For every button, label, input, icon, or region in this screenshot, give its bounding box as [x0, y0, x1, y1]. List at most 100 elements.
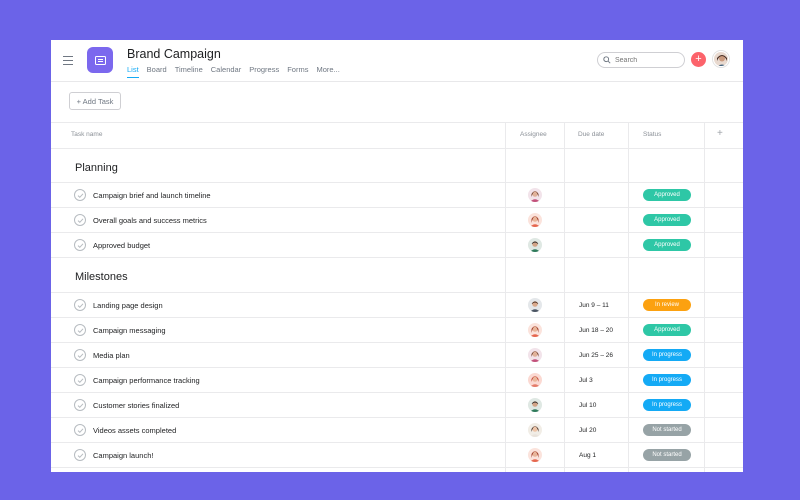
status-badge[interactable]: In progress: [643, 374, 691, 386]
column-divider: [704, 122, 705, 472]
due-date[interactable]: Jun 9 – 11: [579, 301, 609, 309]
search-input[interactable]: [615, 56, 677, 64]
due-date[interactable]: Jul 20: [579, 426, 597, 434]
table-row[interactable]: Campaign performance tracking Jul 3 In p…: [51, 368, 743, 393]
task-name[interactable]: Overall goals and success metrics: [93, 216, 207, 225]
assignee-avatar[interactable]: [528, 423, 542, 437]
column-header-assignee[interactable]: Assignee: [520, 131, 547, 138]
complete-checkbox[interactable]: [74, 239, 86, 251]
menu-icon[interactable]: [63, 56, 73, 65]
table-row[interactable]: Media plan Jun 25 – 26 In progress: [51, 343, 743, 368]
due-date[interactable]: Jun 25 – 26: [579, 351, 613, 359]
status-badge[interactable]: Not started: [643, 424, 691, 436]
check-icon: [77, 378, 84, 384]
check-icon: [77, 403, 84, 409]
task-name[interactable]: Campaign launch!: [93, 451, 154, 460]
assignee-avatar[interactable]: [528, 373, 542, 387]
status-badge[interactable]: In progress: [643, 399, 691, 411]
tab-calendar[interactable]: Calendar: [210, 65, 242, 74]
column-divider: [505, 122, 506, 472]
assignee-avatar[interactable]: [528, 348, 542, 362]
row-divider: [51, 292, 743, 293]
table-row[interactable]: Customer stories finalized Jul 10 In pro…: [51, 393, 743, 418]
table-row[interactable]: Overall goals and success metrics Approv…: [51, 208, 743, 233]
row-divider: [51, 257, 743, 258]
assignee-avatar[interactable]: [528, 213, 542, 227]
section-title-planning[interactable]: Planning: [75, 162, 118, 174]
due-date[interactable]: Jul 3: [579, 376, 593, 384]
complete-checkbox[interactable]: [74, 349, 86, 361]
table-row[interactable]: Campaign messaging Jun 18 – 20 Approved: [51, 318, 743, 343]
check-icon: [77, 428, 84, 434]
user-avatar[interactable]: [713, 51, 729, 67]
tab-progress[interactable]: Progress: [249, 65, 280, 74]
assignee-avatar[interactable]: [528, 238, 542, 252]
status-badge[interactable]: In review: [643, 299, 691, 311]
table-row[interactable]: Approved budget Approved: [51, 233, 743, 258]
tab-timeline[interactable]: Timeline: [174, 65, 203, 74]
status-badge[interactable]: In progress: [643, 349, 691, 361]
status-badge[interactable]: Approved: [643, 214, 691, 226]
row-divider: [51, 417, 743, 418]
project-list-icon: [87, 47, 113, 73]
task-name[interactable]: Campaign performance tracking: [93, 376, 200, 385]
status-badge[interactable]: Not started: [643, 449, 691, 461]
search-box[interactable]: [597, 52, 685, 68]
assignee-avatar[interactable]: [528, 298, 542, 312]
due-date[interactable]: Jul 10: [579, 401, 597, 409]
section-title-milestones[interactable]: Milestones: [75, 271, 128, 283]
row-divider: [51, 182, 743, 183]
quick-add-button[interactable]: +: [691, 52, 706, 67]
assignee-avatar[interactable]: [528, 188, 542, 202]
status-badge[interactable]: Approved: [643, 239, 691, 251]
task-name[interactable]: Media plan: [93, 351, 130, 360]
status-badge[interactable]: Approved: [643, 189, 691, 201]
assignee-avatar[interactable]: [528, 448, 542, 462]
table-row[interactable]: Videos assets completed Jul 20 Not start…: [51, 418, 743, 443]
due-date[interactable]: Aug 1: [579, 451, 596, 459]
row-divider: [51, 317, 743, 318]
add-column-button[interactable]: +: [717, 128, 723, 139]
assignee-avatar[interactable]: [528, 323, 542, 337]
table-top-border: [51, 122, 743, 123]
complete-checkbox[interactable]: [74, 424, 86, 436]
row-divider: [51, 207, 743, 208]
column-header-status[interactable]: Status: [643, 131, 662, 138]
task-name[interactable]: Approved budget: [93, 241, 151, 250]
status-badge[interactable]: Approved: [643, 324, 691, 336]
row-divider: [51, 232, 743, 233]
check-icon: [77, 218, 84, 224]
task-name[interactable]: Customer stories finalized: [93, 401, 180, 410]
complete-checkbox[interactable]: [74, 399, 86, 411]
complete-checkbox[interactable]: [74, 449, 86, 461]
row-divider: [51, 342, 743, 343]
task-name[interactable]: Landing page design: [93, 301, 163, 310]
due-date[interactable]: Jun 18 – 20: [579, 326, 613, 334]
assignee-avatar[interactable]: [528, 398, 542, 412]
complete-checkbox[interactable]: [74, 299, 86, 311]
table-row[interactable]: Campaign brief and launch timeline Appro…: [51, 183, 743, 208]
table-row[interactable]: Landing page design Jun 9 – 11 In review: [51, 293, 743, 318]
complete-checkbox[interactable]: [74, 374, 86, 386]
check-icon: [77, 243, 84, 249]
tab-list[interactable]: List: [127, 65, 139, 78]
app-window: Brand Campaign List Board Timeline Calen…: [51, 40, 743, 472]
task-name[interactable]: Campaign messaging: [93, 326, 166, 335]
table-row[interactable]: Campaign launch! Aug 1 Not started: [51, 443, 743, 468]
search-icon: [603, 56, 611, 64]
complete-checkbox[interactable]: [74, 214, 86, 226]
column-header-due-date[interactable]: Due date: [578, 131, 605, 138]
tab-more[interactable]: More...: [316, 65, 340, 74]
add-task-button[interactable]: + Add Task: [69, 92, 121, 110]
tab-forms[interactable]: Forms: [287, 65, 309, 74]
task-name[interactable]: Campaign brief and launch timeline: [93, 191, 211, 200]
task-name[interactable]: Videos assets completed: [93, 426, 177, 435]
check-icon: [77, 353, 84, 359]
row-divider: [51, 392, 743, 393]
column-header-task-name[interactable]: Task name: [71, 131, 103, 138]
complete-checkbox[interactable]: [74, 324, 86, 336]
tab-board[interactable]: Board: [146, 65, 167, 74]
check-icon: [77, 453, 84, 459]
complete-checkbox[interactable]: [74, 189, 86, 201]
check-icon: [77, 303, 84, 309]
